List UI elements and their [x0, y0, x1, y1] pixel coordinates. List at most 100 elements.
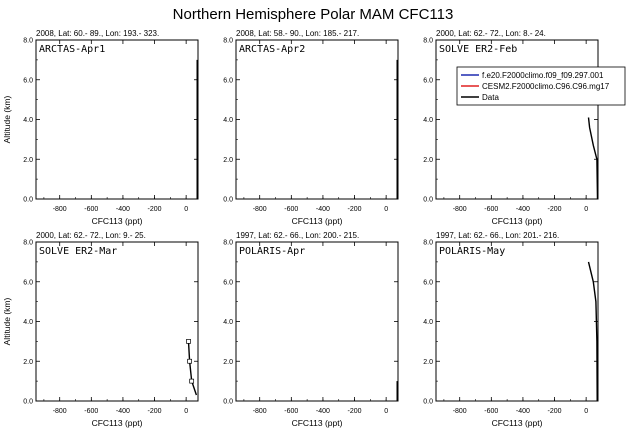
y-tick-label: 8.0 [423, 38, 433, 45]
y-axis-label: Altitude (km) [2, 297, 12, 345]
x-tick-label: -200 [148, 408, 162, 415]
legend: f.e20.F2000climo.f09_f09.297.001 CESM2.F2… [456, 66, 626, 106]
plot-frame [235, 39, 399, 200]
y-tick-label: 8.0 [223, 240, 233, 247]
x-tick-label: -400 [116, 206, 130, 213]
y-tick-label: 4.0 [23, 117, 33, 124]
panel-label: SOLVE ER2-Mar [39, 246, 117, 257]
data-marker [187, 358, 192, 364]
y-tick-label: 6.0 [223, 279, 233, 286]
panel-label: ARCTAS-Apr1 [39, 44, 105, 55]
panel-5: 1997, Lat: 62.- 66., Lon: 200.- 215. POLA… [223, 231, 399, 428]
plot-frame [235, 241, 399, 402]
panel-4: 2000, Lat: 62.- 72., Lon: 9.- 25. SOLVE E… [2, 231, 199, 428]
x-tick-label: 0 [384, 206, 388, 213]
y-tick-label: 8.0 [23, 38, 33, 45]
panel-3: 2000, Lat: 62.- 72., Lon: 8.- 24. SOLVE E… [423, 29, 599, 226]
y-tick-label: 4.0 [423, 319, 433, 326]
panel-header: 1997, Lat: 62.- 66., Lon: 201.- 216. [436, 231, 559, 240]
x-axis-label: CFC113 (ppt) [292, 216, 343, 226]
x-tick-label: -200 [148, 206, 162, 213]
x-tick-label: -400 [516, 206, 530, 213]
y-tick-label: 2.0 [223, 157, 233, 164]
x-axis-label: CFC113 (ppt) [492, 216, 543, 226]
x-axis-label: CFC113 (ppt) [92, 418, 143, 428]
y-tick-label: 2.0 [423, 359, 433, 366]
x-tick-label: -800 [53, 408, 67, 415]
panel-label: POLARIS-Apr [239, 246, 305, 257]
y-tick-label: 2.0 [423, 157, 433, 164]
x-tick-label: -800 [253, 206, 267, 213]
series-line-data [587, 261, 598, 402]
panels: 2008, Lat: 60.- 89., Lon: 193.- 323. ARCT… [2, 29, 599, 428]
y-tick-label: 0.0 [23, 197, 33, 204]
plot-frame [35, 39, 199, 200]
x-tick-label: -800 [53, 206, 67, 213]
y-tick-label: 8.0 [423, 240, 433, 247]
legend-entry-label: CESM2.F2000climo.C96.C96.mg17 [482, 82, 610, 91]
panel-header: 2000, Lat: 62.- 72., Lon: 8.- 24. [436, 29, 546, 38]
data-marker [186, 339, 191, 344]
x-tick-label: -600 [84, 408, 98, 415]
y-tick-label: 2.0 [23, 157, 33, 164]
y-tick-label: 0.0 [423, 399, 433, 406]
y-tick-label: 6.0 [23, 77, 33, 84]
y-tick-label: 4.0 [423, 117, 433, 124]
x-tick-label: -200 [348, 206, 362, 213]
legend-box [456, 66, 626, 106]
panel-header: 2000, Lat: 62.- 72., Lon: 9.- 25. [36, 231, 146, 240]
panel-label: POLARIS-May [439, 246, 505, 257]
y-tick-label: 8.0 [23, 240, 33, 247]
legend-entry-label: Data [482, 93, 499, 102]
plot-frame [435, 39, 599, 200]
x-tick-label: -600 [284, 408, 298, 415]
x-tick-label: -600 [84, 206, 98, 213]
y-tick-label: 0.0 [423, 197, 433, 204]
legend-entry-label: f.e20.F2000climo.f09_f09.297.001 [482, 71, 604, 80]
plot-frame [35, 241, 199, 402]
panel-label: ARCTAS-Apr2 [239, 44, 305, 55]
x-tick-label: -600 [484, 408, 498, 415]
panel-label: SOLVE ER2-Feb [439, 44, 517, 55]
x-tick-label: 0 [584, 408, 588, 415]
y-tick-label: 0.0 [223, 399, 233, 406]
x-tick-label: -800 [253, 408, 267, 415]
y-tick-label: 0.0 [223, 197, 233, 204]
x-tick-label: -400 [316, 206, 330, 213]
y-tick-label: 2.0 [23, 359, 33, 366]
y-tick-label: 6.0 [223, 77, 233, 84]
x-tick-label: -400 [516, 408, 530, 415]
y-tick-label: 4.0 [223, 117, 233, 124]
figure-title: Northern Hemisphere Polar MAM CFC113 [173, 6, 454, 23]
x-tick-label: 0 [184, 206, 188, 213]
panel-header: 2008, Lat: 58.- 90., Lon: 185.- 217. [236, 29, 359, 38]
y-tick-label: 6.0 [23, 279, 33, 286]
x-tick-label: -600 [284, 206, 298, 213]
x-tick-label: 0 [584, 206, 588, 213]
y-tick-label: 0.0 [23, 399, 33, 406]
y-axis-label: Altitude (km) [2, 95, 12, 143]
y-tick-label: 6.0 [423, 279, 433, 286]
y-tick-label: 4.0 [223, 319, 233, 326]
data-marker [189, 378, 195, 384]
x-axis-label: CFC113 (ppt) [492, 418, 543, 428]
x-tick-label: -200 [548, 206, 562, 213]
x-tick-label: -400 [316, 408, 330, 415]
series-line-data [187, 341, 198, 396]
panel-header: 2008, Lat: 60.- 89., Lon: 193.- 323. [36, 29, 159, 38]
x-axis-label: CFC113 (ppt) [292, 418, 343, 428]
x-tick-label: -800 [453, 408, 467, 415]
series-line-data [587, 117, 599, 200]
y-tick-label: 4.0 [23, 319, 33, 326]
x-tick-label: -800 [453, 206, 467, 213]
x-tick-label: 0 [384, 408, 388, 415]
panel-header: 1997, Lat: 62.- 66., Lon: 200.- 215. [236, 231, 359, 240]
plot-frame [435, 241, 599, 402]
x-tick-label: -400 [116, 408, 130, 415]
y-tick-label: 6.0 [423, 77, 433, 84]
x-tick-label: 0 [184, 408, 188, 415]
x-tick-label: -200 [548, 408, 562, 415]
y-tick-label: 2.0 [223, 359, 233, 366]
x-tick-label: -600 [484, 206, 498, 213]
